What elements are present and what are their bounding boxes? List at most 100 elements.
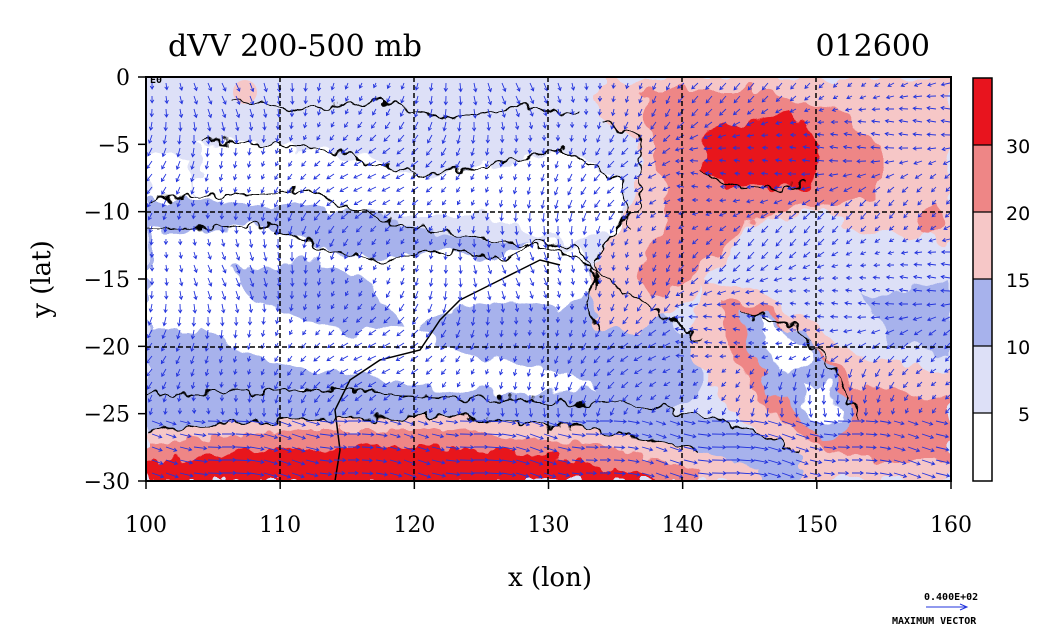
wind-vector-arrow (921, 446, 935, 453)
wind-vector-arrow (690, 184, 699, 189)
wind-vector-arrow (440, 160, 447, 169)
wind-vector-arrow (707, 394, 713, 401)
wind-vector-arrow (249, 277, 255, 288)
wind-vector-arrow (221, 108, 227, 119)
wind-vector-arrow (900, 82, 909, 87)
wind-vector-arrow (887, 250, 895, 255)
wind-vector-arrow (429, 264, 434, 274)
wind-vector-arrow (706, 368, 713, 373)
vector-key-arrow-head (959, 603, 969, 611)
wind-vector-arrow (400, 95, 405, 104)
wind-vector-arrow (176, 147, 181, 158)
wind-vector-arrow (870, 119, 881, 124)
wind-vector-arrow (513, 394, 519, 404)
wind-vector-arrow (647, 355, 657, 361)
wind-vector-arrow (622, 316, 629, 325)
wind-vector-arrow (594, 381, 601, 391)
wind-vector-arrow (622, 212, 629, 220)
wind-vector-arrow (571, 433, 586, 438)
x-axis-label: x (lon) (508, 563, 592, 593)
wind-vector-arrow (634, 199, 643, 206)
wind-vector-arrow (357, 303, 363, 311)
wind-vector-arrow (163, 121, 168, 132)
wind-vector-arrow (431, 446, 445, 452)
colorbar-swatch-0-5 (973, 413, 992, 481)
wind-vector-arrow (179, 420, 191, 425)
wind-vector-arrow (263, 264, 268, 275)
wind-vector-arrow (749, 381, 755, 389)
wind-vector-arrow (375, 420, 389, 425)
wind-vector-arrow (788, 251, 797, 259)
wind-vector-arrow (593, 186, 601, 195)
wind-vector-arrow (836, 407, 841, 418)
wind-vector-arrow (557, 264, 562, 274)
wind-vector-arrow (704, 277, 713, 284)
wind-vector-arrow (557, 446, 572, 452)
core-30-northeast (700, 115, 820, 190)
wind-vector-arrow (903, 212, 909, 219)
wind-vector-arrow (339, 355, 349, 361)
wind-vector-arrow (747, 327, 755, 332)
wind-vector-arrow (600, 470, 612, 476)
wind-vector-arrow (260, 173, 265, 180)
wind-vector-arrow (428, 108, 433, 119)
wind-vector-arrow (207, 251, 212, 260)
wind-vector-arrow (820, 381, 826, 392)
wind-vector-arrow (611, 251, 616, 259)
wind-vector-arrow (764, 368, 769, 376)
wind-vector-arrow (600, 444, 613, 450)
wind-vector-arrow (348, 418, 362, 424)
wind-vector-arrow (705, 108, 713, 117)
wind-vector-arrow (621, 381, 629, 389)
wind-vector-arrow (302, 238, 307, 249)
wind-vector-arrow (515, 433, 531, 440)
wind-vector-arrow (500, 407, 505, 417)
wind-vector-arrow (874, 238, 881, 243)
wind-vector-arrow (175, 355, 181, 365)
wind-vector-arrow (276, 108, 281, 118)
wind-vector-arrow (570, 82, 576, 91)
wind-vector-arrow (330, 82, 335, 91)
wind-vector-arrow (898, 118, 909, 124)
wind-vector-arrow (221, 277, 227, 287)
wind-vector-arrow (341, 329, 349, 336)
wind-vector-arrow (303, 82, 308, 92)
wind-vector-arrow (930, 186, 937, 193)
wind-vector-arrow (235, 121, 240, 132)
wind-vector-arrow (815, 145, 825, 150)
wind-vector-arrow (529, 251, 535, 262)
wind-vector-arrow (907, 420, 919, 426)
wind-vector-arrow (726, 431, 741, 437)
wind-vector-arrow (585, 458, 598, 463)
wind-vector-arrow (148, 407, 153, 416)
wind-vector-arrow (935, 420, 949, 426)
wind-vector-arrow (624, 290, 629, 299)
wind-vector-arrow (220, 134, 225, 145)
wind-vector-arrow (274, 368, 279, 376)
wind-vector-arrow (375, 446, 388, 451)
wind-vector-arrow (734, 171, 741, 176)
wind-vector-arrow (624, 108, 629, 117)
wind-vector-arrow (368, 394, 377, 401)
wind-vector-arrow (703, 340, 713, 345)
wind-vector-arrow (457, 121, 462, 132)
wind-vector-arrow (641, 420, 654, 426)
wind-vector-arrow (852, 431, 865, 437)
wind-vector-arrow (385, 108, 391, 117)
wind-vector-arrow (445, 446, 460, 451)
wind-vector-arrow (287, 173, 293, 181)
wind-vector-arrow (843, 314, 853, 320)
wind-vector-arrow (275, 147, 280, 155)
wind-vector-arrow (515, 472, 530, 479)
wind-vector-arrow (613, 432, 627, 437)
wind-vector-arrow (688, 326, 699, 332)
wind-vector-arrow (305, 446, 320, 452)
wind-vector-arrow (692, 251, 699, 259)
wind-vector-arrow (249, 251, 254, 262)
wind-vector-arrow (162, 394, 167, 403)
wind-vector-arrow (580, 368, 587, 378)
wind-vector-arrow (302, 316, 307, 323)
wind-vector-arrow (732, 108, 741, 116)
wind-vector-arrow (431, 459, 446, 465)
wind-vector-arrow (648, 199, 657, 205)
